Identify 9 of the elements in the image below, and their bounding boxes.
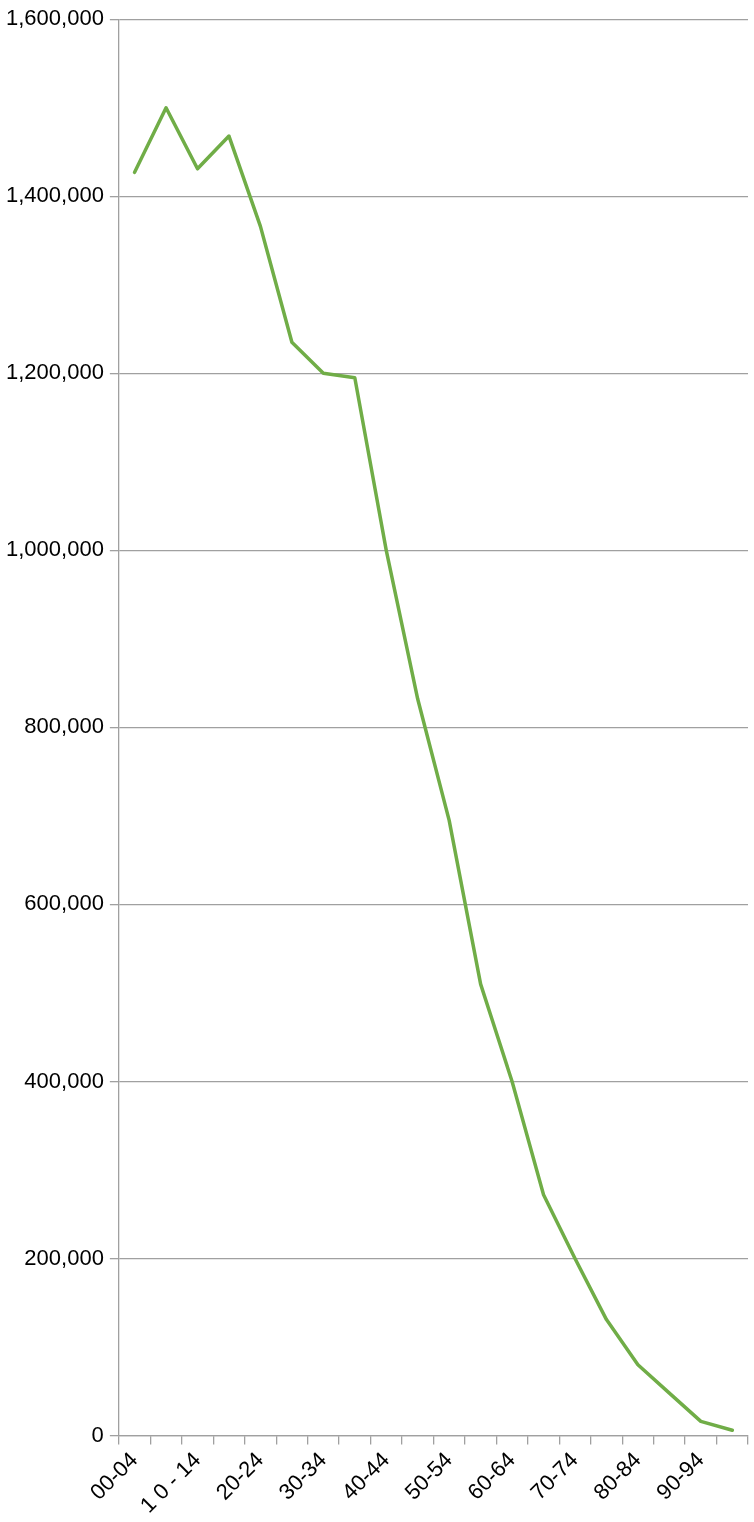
y-tick-label: 400,000: [24, 1067, 104, 1093]
y-tick-label: 1,600,000: [6, 5, 104, 31]
y-tick-label: 600,000: [24, 890, 104, 916]
y-tick-label: 1,400,000: [6, 182, 104, 208]
y-tick-label: 0: [91, 1421, 104, 1447]
y-tick-label: 200,000: [24, 1244, 104, 1270]
y-tick-label: 800,000: [24, 713, 104, 739]
y-tick-label: 1,000,000: [6, 536, 104, 562]
y-tick-label: 1,200,000: [6, 359, 104, 385]
